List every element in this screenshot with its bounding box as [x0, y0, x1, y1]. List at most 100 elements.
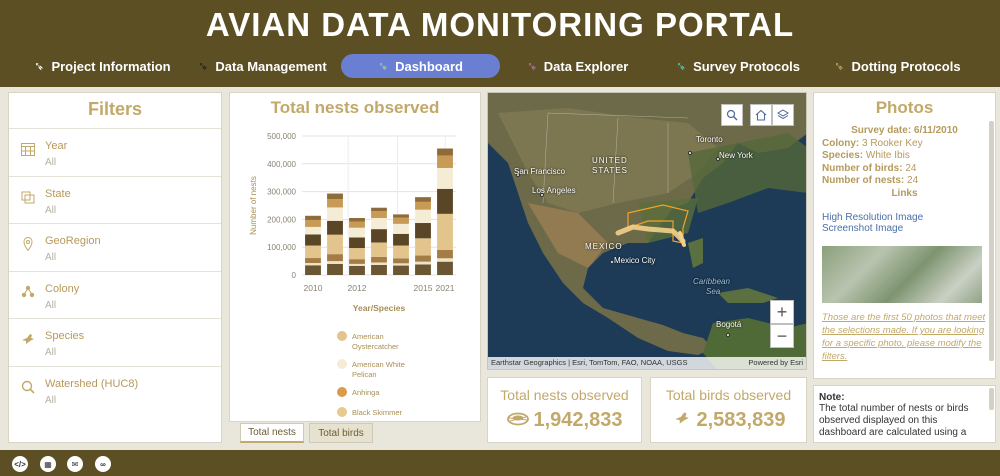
- map-city-dot: [716, 157, 720, 161]
- nav-label: Project Information: [51, 58, 171, 74]
- nav-label: Dashboard: [395, 58, 463, 74]
- note-panel: Note: The total number of nests or birds…: [813, 385, 996, 443]
- chart-bar-segment: [327, 220, 343, 235]
- stat-title: Total birds observed: [665, 387, 792, 403]
- x-tick-label: 2021: [436, 283, 455, 293]
- filter-value: All: [45, 347, 57, 358]
- filter-species[interactable]: Species All: [9, 318, 221, 366]
- filter-label: Species: [45, 330, 85, 342]
- map-home-button[interactable]: [750, 104, 772, 126]
- filter-colony[interactable]: Colony All: [9, 270, 221, 319]
- species-info: Species: White Ibis: [822, 150, 987, 163]
- photos-panel: Photos Survey date: 6/11/2010 Colony: 3 …: [813, 92, 996, 379]
- chart-bar-segment: [415, 223, 431, 239]
- map-search-button[interactable]: [721, 104, 743, 126]
- filter-label: State: [45, 187, 71, 200]
- state-map-icon: [19, 188, 37, 206]
- y-tick-label: 0: [292, 271, 297, 280]
- filter-year[interactable]: Year All: [9, 128, 221, 176]
- filter-state[interactable]: State All: [9, 175, 221, 224]
- nav-survey-protocols[interactable]: ➶ Survey Protocols: [673, 54, 803, 78]
- qr-code-icon[interactable]: ▦: [40, 456, 56, 472]
- chart-bar-segment: [349, 221, 365, 228]
- x-tick-label: 2012: [348, 283, 367, 293]
- stat-total-birds: Total birds observed 2,583,839: [650, 377, 807, 443]
- legend-label: Black Skimmer: [352, 408, 403, 417]
- map-city-dot: [516, 173, 520, 177]
- chart-bar-segment: [305, 219, 321, 227]
- legend-label: American White: [352, 360, 405, 369]
- photo-thumbnail[interactable]: [822, 246, 982, 303]
- nav-label: Dotting Protocols: [851, 58, 961, 74]
- nav-dashboard[interactable]: ➶ Dashboard: [341, 54, 500, 78]
- chart-bar-segment: [349, 227, 365, 238]
- chart-bar-segment: [415, 264, 431, 275]
- filter-watershed[interactable]: Watershed (HUC8) All: [9, 365, 221, 414]
- nav-data-management[interactable]: ➶ Data Management: [190, 54, 335, 78]
- note-scrollbar[interactable]: [989, 388, 994, 410]
- chart-bar-segment: [393, 245, 409, 259]
- map-city-dot: [726, 333, 730, 337]
- zoom-in-button[interactable]: +: [770, 300, 794, 324]
- calendar-icon: [19, 140, 37, 158]
- zoom-out-button[interactable]: −: [770, 324, 794, 348]
- chart-bar-segment: [371, 218, 387, 230]
- chart-bar-segment: [415, 201, 431, 210]
- high-resolution-image-link[interactable]: High Resolution Image: [822, 212, 924, 223]
- map-label-mexico-city: Mexico City: [614, 256, 656, 265]
- footer: </> ▦ ✉ ∞: [0, 450, 1000, 476]
- map-layers-button[interactable]: [772, 104, 794, 126]
- map-label-toronto: Toronto: [696, 135, 723, 144]
- bird-icon: [672, 409, 692, 432]
- photos-note: Those are the first 50 photos that meet …: [822, 312, 986, 362]
- map-view[interactable]: Toronto New York San Francisco Los Angel…: [487, 92, 807, 370]
- email-icon[interactable]: ✉: [67, 456, 83, 472]
- nav-data-explorer[interactable]: ➶ Data Explorer: [515, 54, 640, 78]
- chart-bar-segment: [415, 197, 431, 202]
- map-label-caribbean: Caribbean: [693, 277, 730, 286]
- link-icon[interactable]: ∞: [95, 456, 111, 472]
- nav-bar: ➶ Project Information ➶ Data Management …: [0, 54, 1000, 78]
- chart-bar-segment: [327, 234, 343, 255]
- colony-label: Colony:: [822, 137, 860, 149]
- map-label-bogota: Bogotá: [716, 320, 742, 329]
- colony-cluster-icon: [19, 283, 37, 301]
- filter-value: All: [45, 252, 57, 263]
- nav-dotting-protocols[interactable]: ➶ Dotting Protocols: [830, 54, 965, 78]
- legend-swatch: [337, 331, 347, 341]
- tab-total-birds[interactable]: Total birds: [309, 423, 373, 443]
- chart-bar-segment: [305, 226, 321, 235]
- filter-value: All: [45, 204, 57, 216]
- filters-panel: Filters Year All State All GeoRegion All: [8, 92, 222, 443]
- map-city-dot: [610, 260, 614, 264]
- chart-bar-segment: [327, 199, 343, 208]
- code-icon[interactable]: </>: [12, 456, 28, 472]
- birds-info: Number of birds: 24: [822, 163, 987, 176]
- chart-bar-segment: [305, 258, 321, 264]
- nav-project-information[interactable]: ➶ Project Information: [30, 54, 175, 78]
- map-label-sea: Sea: [706, 287, 721, 296]
- filter-value: All: [45, 299, 57, 311]
- chart-bar-segment: [393, 223, 409, 234]
- powered-by-esri: Powered by Esri: [748, 358, 803, 367]
- nests-value: 24: [907, 175, 919, 186]
- bird-icon: ➶: [676, 59, 687, 73]
- map-pin-icon: [19, 235, 37, 253]
- tab-total-nests[interactable]: Total nests: [240, 423, 304, 443]
- chart-bar-segment: [393, 258, 409, 264]
- bird-icon: [19, 330, 37, 348]
- links-label: Links: [891, 187, 918, 199]
- screenshot-image-link[interactable]: Screenshot Image: [822, 223, 904, 234]
- photos-scrollbar[interactable]: [989, 121, 994, 361]
- chart-bar-segment: [393, 214, 409, 218]
- attribution-text: Earthstar Geographics | Esri, TomTom, FA…: [491, 358, 688, 367]
- chart-bar-segment: [327, 207, 343, 221]
- chart-bar-segment: [371, 211, 387, 219]
- filter-label: GeoRegion: [45, 235, 101, 247]
- filter-georegion[interactable]: GeoRegion All: [9, 223, 221, 271]
- legend-swatch: [337, 407, 347, 417]
- y-tick-label: 100,000: [267, 243, 296, 252]
- photos-title: Photos: [875, 98, 934, 117]
- chart-bar-segment: [305, 215, 321, 220]
- chart-bar-segment: [349, 263, 365, 266]
